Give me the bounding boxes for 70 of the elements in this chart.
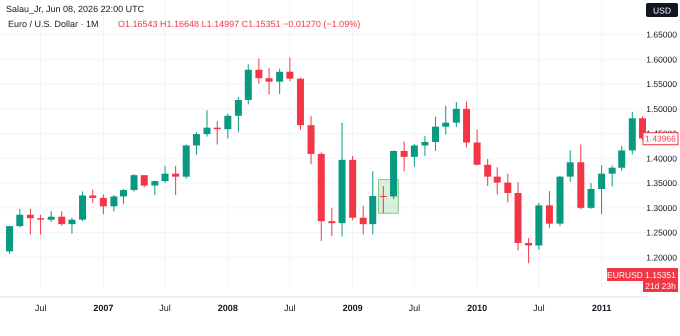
candlestick (140, 174, 148, 188)
candlestick (276, 68, 284, 95)
x-tick-label: 2009 (342, 303, 363, 313)
annotation: O1.16543 H1.16648 L1.14997 C1.15351 −0.01270 (−1.09%) (118, 19, 360, 29)
candlestick (234, 96, 242, 133)
candlestick (328, 207, 336, 237)
y-tick-label: 1.50000 (646, 104, 678, 114)
candlestick (380, 186, 387, 214)
candlestick (452, 101, 460, 128)
annotation: EURUSD (607, 270, 643, 280)
candlestick (494, 166, 501, 195)
candlestick (608, 164, 616, 188)
y-tick-label: 1.20000 (646, 252, 678, 262)
candlestick (618, 145, 626, 172)
y-tick-label: 1.35000 (646, 178, 678, 188)
x-tick-label: 2008 (218, 303, 238, 313)
y-tick-label: 1.30000 (646, 202, 678, 213)
candlestick (484, 158, 492, 187)
candlestick (89, 189, 96, 204)
candlestick (400, 141, 408, 172)
candlestick (266, 68, 273, 96)
x-tick-label: 2010 (467, 303, 488, 313)
annotation: 1.43966 (645, 134, 676, 144)
candlestick (432, 116, 440, 152)
candlestick (192, 132, 200, 156)
candlestick (58, 210, 66, 226)
candlestick (360, 205, 367, 236)
x-tick-label: Jul (159, 303, 171, 313)
x-tick-label: Jul (284, 303, 296, 313)
candlestick (442, 105, 450, 136)
candlestick (16, 208, 24, 228)
candlestick (421, 136, 428, 156)
candlestick (204, 110, 211, 138)
candlestick (37, 214, 44, 236)
candlestick (286, 56, 294, 82)
candlestick (474, 129, 481, 166)
chart-subtitle: Salau_Jr, Jun 08, 2026 22:00 UTC (6, 4, 145, 14)
candlestick (120, 188, 127, 204)
candlestick (566, 150, 574, 182)
annotation: 1.15351 (645, 270, 676, 280)
candlestick (162, 165, 169, 184)
candlestick (214, 120, 221, 145)
candlestick (410, 143, 418, 168)
candlestick (504, 173, 512, 203)
x-tick-label: Jul (408, 303, 420, 313)
candlestick (588, 182, 595, 210)
y-tick-label: 1.60000 (646, 54, 678, 64)
candlestick (110, 194, 118, 212)
candlestick (172, 165, 180, 196)
x-tick-label: Jul (34, 303, 46, 313)
candlestick (224, 113, 232, 140)
x-tick-label: 2011 (592, 303, 612, 313)
candlestick (48, 210, 55, 223)
text: Euro / U.S. Dollar · 1M (8, 19, 99, 29)
y-tick-label: 1.40000 (646, 153, 678, 164)
candlestick (525, 238, 532, 264)
candlestick (151, 180, 158, 196)
y-tick-label: 1.65000 (646, 30, 678, 40)
text: USD (653, 6, 671, 16)
candlestick (68, 217, 76, 234)
x-tick-label: Jul (533, 303, 545, 313)
annotation: 21d 23h (645, 281, 676, 291)
x-tick-label: 2007 (93, 303, 114, 313)
candlestick (100, 194, 107, 215)
y-tick-label: 1.55000 (646, 79, 678, 90)
candlestick (546, 190, 553, 229)
candlestick (130, 174, 138, 192)
candlestick (255, 58, 262, 84)
candlestick (598, 164, 606, 215)
y-tick-label: 1.25000 (646, 228, 678, 238)
